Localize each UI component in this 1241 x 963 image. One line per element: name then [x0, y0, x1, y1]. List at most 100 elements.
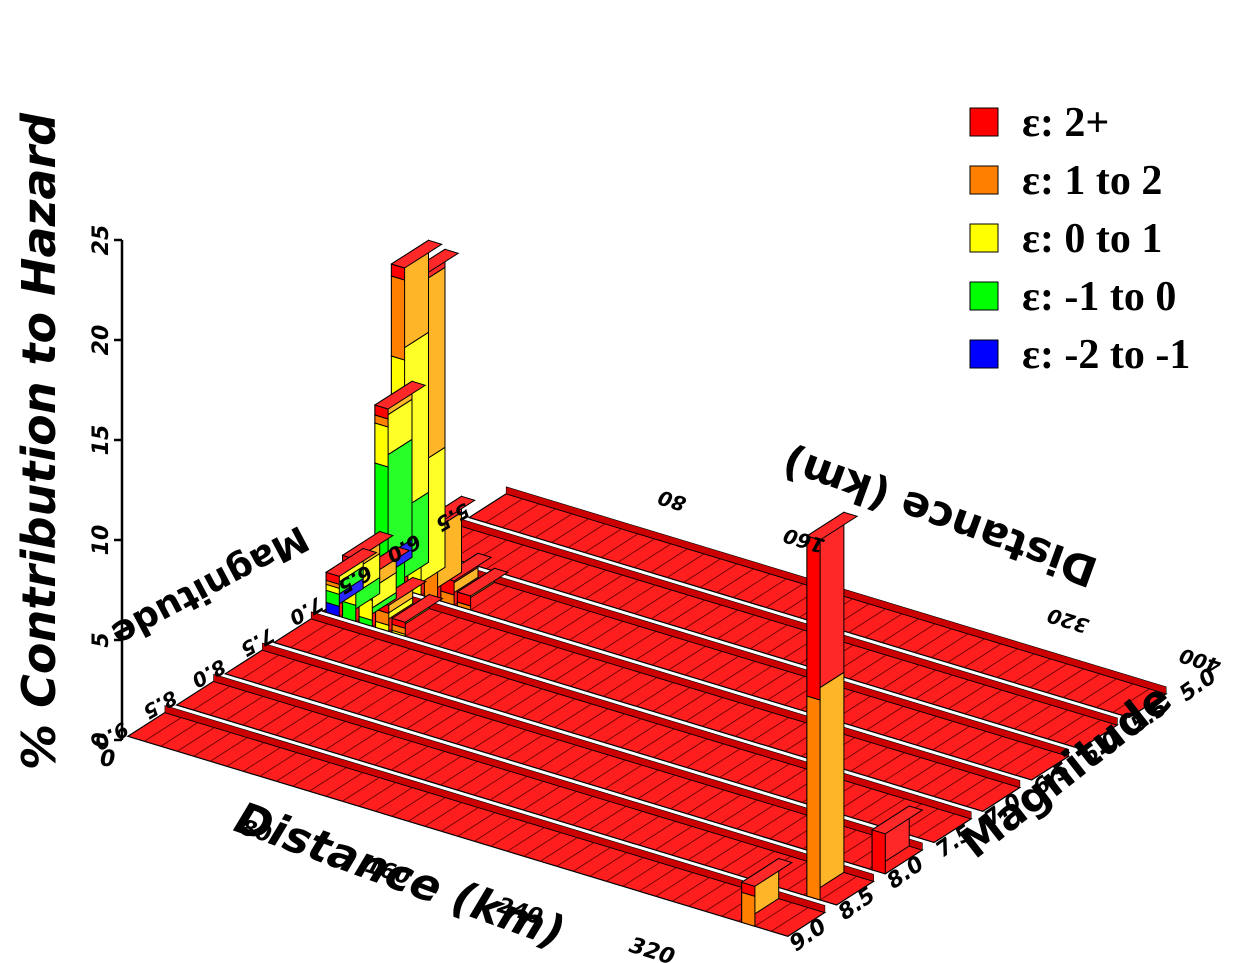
floor-cell-divider	[506, 780, 544, 806]
chart-bar	[390, 593, 444, 637]
floor-cell-divider	[848, 608, 886, 633]
floor-cell-divider	[571, 754, 610, 780]
floor-cell-divider	[672, 877, 710, 902]
floor-cell-divider	[374, 740, 412, 766]
floor-cell-divider	[523, 832, 562, 857]
floor-cell-divider	[569, 615, 607, 641]
floor-cell-divider	[981, 694, 1019, 720]
floor-cell-divider	[421, 617, 460, 642]
floor-cell-divider	[1047, 714, 1085, 740]
z-tick-label: 0	[89, 732, 114, 747]
floor-cell-divider	[931, 679, 970, 705]
floor-cell-divider	[522, 785, 561, 811]
floor-cell-divider	[606, 857, 644, 882]
floor-cell-divider	[489, 729, 527, 755]
z-axis-title: % Contribution to Hazard	[12, 112, 66, 770]
legend-label: ε: 1 to 2	[1022, 158, 1162, 204]
z-tick-label: 25	[89, 225, 114, 256]
floor-cell-divider	[933, 772, 971, 797]
bar-segment	[871, 829, 886, 875]
floor-cell-divider	[947, 638, 985, 663]
floor-cell-divider	[980, 648, 1018, 673]
floor-cell-divider	[636, 728, 675, 753]
floor-cell-divider	[537, 652, 575, 677]
floor-cell-divider	[225, 695, 264, 721]
floor-cell-divider	[766, 629, 805, 655]
chart-bar	[805, 511, 859, 901]
floor-cell-divider	[899, 715, 937, 741]
floor-cell-divider	[573, 847, 611, 872]
floor-cell-divider	[457, 812, 496, 837]
bar-top	[373, 380, 427, 410]
legend-label: ε: -1 to 0	[1022, 274, 1176, 320]
floor-cell-divider	[735, 712, 773, 737]
legend-label: ε: 0 to 1	[1022, 216, 1162, 262]
floor-cell-divider	[567, 523, 606, 548]
floor-cell-divider	[160, 722, 199, 747]
floor-cell-divider	[423, 709, 461, 735]
floor-cell-divider	[603, 718, 642, 743]
floor-cell-divider	[684, 604, 722, 630]
floor-cell-divider	[192, 685, 231, 711]
bar-top	[456, 567, 509, 597]
floor-cell-divider	[372, 648, 411, 673]
bar-segment	[806, 695, 821, 901]
floor-cell-divider	[540, 837, 578, 862]
floor-cell-divider	[407, 750, 445, 776]
floor-cell-divider	[474, 817, 512, 842]
floor-cell-divider	[930, 633, 969, 658]
floor-cell-divider	[572, 800, 610, 826]
floor-cell-divider	[519, 600, 558, 626]
floor-cell-divider	[408, 797, 446, 822]
magnitude-tick-label-back: 9.0	[90, 717, 133, 756]
floor-cell-divider	[765, 583, 804, 608]
floor-cell-divider	[671, 830, 709, 856]
floor-cell-divider	[570, 662, 608, 687]
floor-cell-divider	[584, 528, 622, 553]
distance-tick-label: 320	[626, 933, 677, 963]
floor-cell-divider	[650, 548, 688, 573]
floor-cell-divider	[881, 618, 919, 643]
chart-bar	[870, 805, 924, 875]
floor-cell-divider	[501, 503, 540, 528]
floor-cell-divider	[522, 739, 560, 765]
floor-cell-divider	[720, 799, 758, 825]
floor-cell-divider	[685, 697, 724, 722]
bar-segment	[374, 422, 389, 468]
floor-cell-divider	[471, 632, 509, 657]
floor-cell-divider	[438, 668, 477, 693]
floor-cell-divider	[948, 684, 986, 710]
floor-cell-divider	[423, 755, 462, 781]
floor-cell-divider	[669, 738, 708, 763]
floor-cell-divider	[324, 679, 362, 705]
floor-cell-divider	[290, 623, 328, 648]
floor-cell-divider	[259, 752, 298, 777]
floor-cell-divider	[753, 809, 791, 835]
floor-cell-divider	[704, 840, 742, 866]
floor-cell-divider	[705, 887, 743, 912]
floor-cell-divider	[1095, 683, 1134, 708]
floor-cell-divider	[177, 727, 215, 752]
floor-cell-divider	[588, 759, 626, 785]
floor-cell-divider	[390, 745, 429, 771]
floor-cell-divider	[865, 659, 904, 685]
floor-cell-divider	[375, 787, 413, 812]
z-tick-label: 20	[89, 325, 114, 356]
floor-cell-divider	[306, 628, 345, 653]
floor-cell-divider	[210, 737, 248, 762]
floor-cell-divider	[552, 610, 591, 636]
floor-cell-divider	[754, 902, 793, 927]
floor-cell-divider	[635, 635, 673, 661]
floor-cell-divider	[588, 805, 627, 831]
floor-cell-divider	[717, 614, 755, 640]
floor-cell-divider	[716, 568, 754, 593]
floor-cell-divider	[667, 599, 706, 625]
floor-cell-divider	[867, 752, 905, 777]
floor-cell-divider	[948, 730, 987, 756]
floor-cell-divider	[308, 720, 346, 746]
floor-cell-divider	[619, 677, 658, 702]
floor-cell-divider	[291, 669, 329, 695]
floor-cell-divider	[633, 543, 672, 568]
